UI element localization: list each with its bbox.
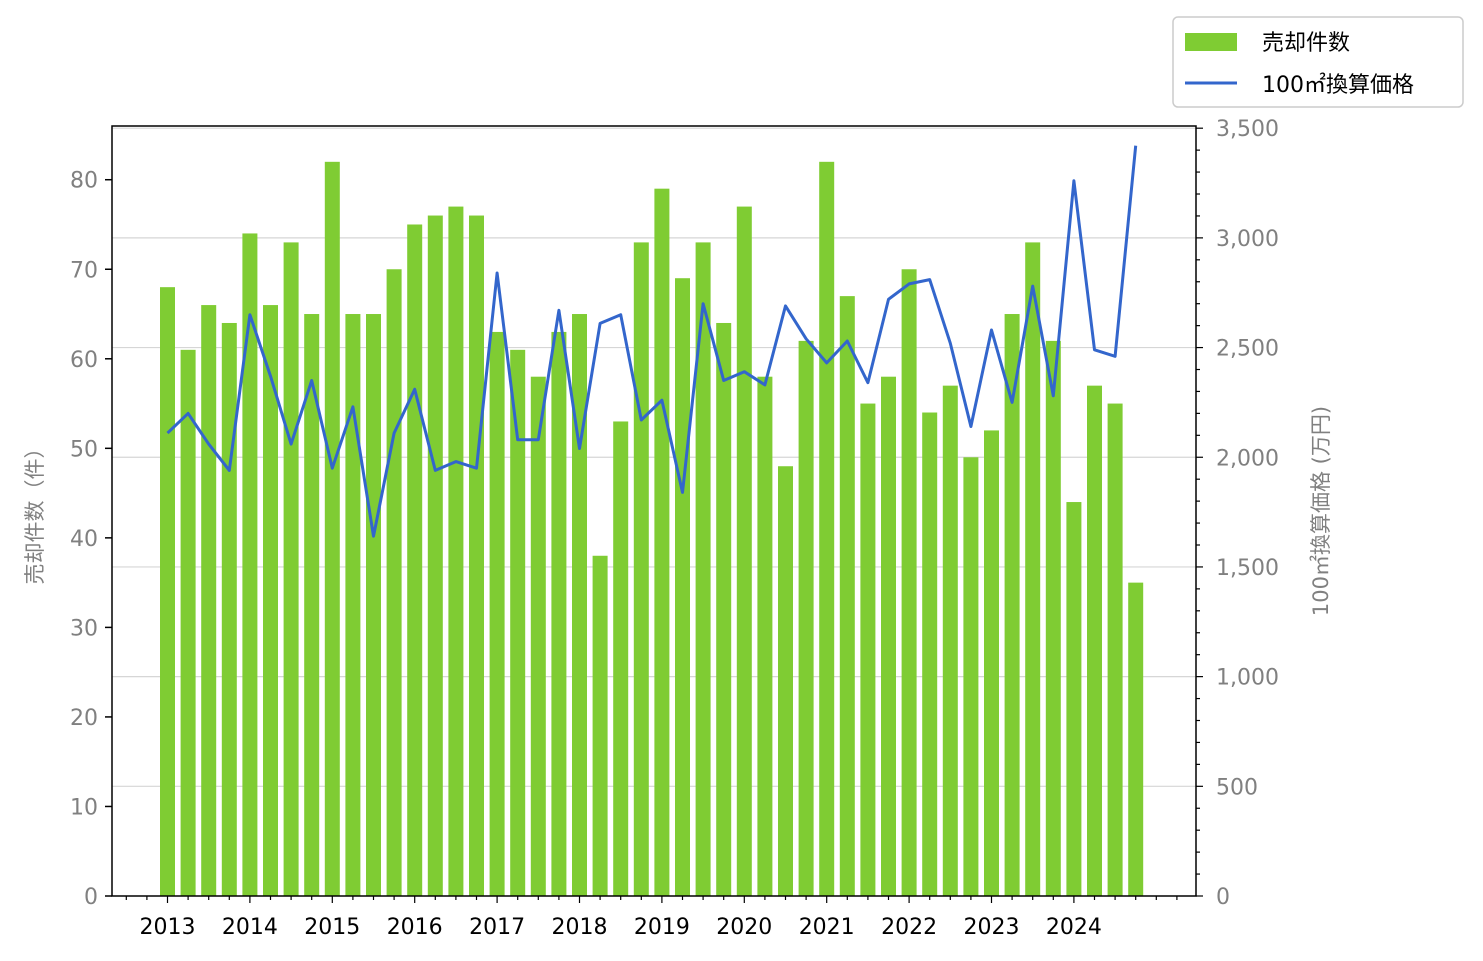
bar-18 — [530, 376, 546, 897]
bar-7 — [304, 314, 320, 896]
left-tick-label-2: 20 — [70, 706, 98, 731]
right-tick-label-0: 0 — [1216, 885, 1230, 910]
legend: 売却件数 100㎡換算価格 — [1172, 16, 1464, 108]
bar-20 — [572, 314, 587, 896]
bar-8 — [324, 161, 340, 896]
bar-32 — [819, 161, 835, 896]
bar-29 — [757, 376, 773, 897]
x-tick-label-9: 2022 — [881, 915, 937, 940]
bar-31 — [798, 340, 814, 896]
bar-44 — [1066, 502, 1082, 896]
bar-16 — [489, 331, 505, 896]
left-tick-label-6: 60 — [70, 348, 98, 373]
right-axis-title: 100㎡換算価格 (万円) — [1309, 406, 1333, 616]
x-tick-label-4: 2017 — [469, 915, 525, 940]
bar-40 — [984, 430, 999, 896]
legend-label-bar: 売却件数 — [1262, 31, 1350, 56]
bar-26 — [695, 242, 711, 896]
bar-39 — [963, 457, 979, 896]
bar-46 — [1107, 403, 1123, 896]
right-tick-label-7: 3,500 — [1216, 117, 1279, 142]
price-line — [166, 145, 1138, 538]
bar-0 — [160, 287, 175, 896]
left-axis-title: 売却件数（件） — [23, 438, 47, 585]
bar-5 — [263, 305, 278, 896]
legend-frame — [1172, 16, 1464, 108]
bar-47 — [1128, 582, 1144, 896]
bar-38 — [942, 385, 958, 896]
bar-22 — [613, 421, 629, 896]
bar-27 — [716, 322, 732, 896]
line-series — [166, 145, 1138, 538]
x-tick-label-2: 2015 — [304, 915, 360, 940]
left-tick-label-0: 0 — [84, 885, 98, 910]
plot-frame — [111, 125, 1197, 897]
bar-30 — [778, 466, 793, 896]
bar-43 — [1045, 340, 1061, 896]
bar-6 — [283, 242, 299, 896]
bar-17 — [510, 349, 526, 896]
bar-9 — [345, 314, 361, 896]
bar-35 — [881, 376, 896, 897]
bar-14 — [448, 206, 464, 896]
x-tick-label-10: 2023 — [964, 915, 1020, 940]
left-tick-label-5: 50 — [70, 437, 98, 462]
bar-4 — [242, 233, 258, 896]
left-tick-label-8: 80 — [70, 169, 98, 194]
bar-33 — [839, 296, 855, 896]
legend-swatch-bar — [1185, 33, 1237, 51]
bar-13 — [427, 215, 443, 896]
left-axis: 0 10 20 30 40 50 60 70 80 — [70, 169, 112, 910]
right-tick-label-2: 1,000 — [1216, 666, 1279, 691]
bar-24 — [654, 188, 670, 896]
bar-3 — [221, 322, 237, 896]
bar-41 — [1004, 314, 1020, 896]
right-tick-label-5: 2,500 — [1216, 337, 1279, 362]
left-tick-label-7: 70 — [70, 258, 98, 283]
right-tick-label-4: 2,000 — [1216, 446, 1279, 471]
bar-15 — [469, 215, 484, 896]
left-tick-label-3: 30 — [70, 616, 98, 641]
left-tick-label-4: 40 — [70, 527, 98, 552]
bar-21 — [592, 555, 608, 896]
right-tick-label-3: 1,500 — [1216, 556, 1279, 581]
bar-25 — [675, 278, 690, 896]
x-tick-label-8: 2021 — [799, 915, 855, 940]
left-tick-label-1: 10 — [70, 795, 98, 820]
x-tick-label-0: 2013 — [140, 915, 196, 940]
right-tick-label-6: 3,000 — [1216, 227, 1279, 252]
legend-label-line: 100㎡換算価格 — [1262, 72, 1414, 98]
bar-2 — [201, 305, 217, 896]
x-axis: 2013 2014 2015 2016 2017 2018 2019 2020 2021 2022… — [125, 896, 1178, 940]
right-tick-label-1: 500 — [1216, 775, 1258, 800]
x-tick-label-1: 2014 — [222, 915, 278, 940]
bar-11 — [386, 269, 402, 896]
bar-1 — [180, 349, 196, 896]
bar-34 — [860, 403, 876, 896]
bar-37 — [922, 412, 938, 896]
x-tick-label-11: 2024 — [1046, 915, 1102, 940]
bar-36 — [901, 269, 917, 896]
bar-12 — [407, 224, 423, 896]
x-tick-label-5: 2018 — [552, 915, 608, 940]
bar-42 — [1025, 242, 1041, 896]
right-axis: 0 500 1,000 1,500 2,000 2,500 3,000 3,500 — [1196, 117, 1279, 910]
x-tick-label-6: 2019 — [634, 915, 690, 940]
bar-23 — [633, 242, 649, 896]
bar-10 — [366, 314, 381, 896]
bar-19 — [551, 331, 567, 896]
bar-45 — [1087, 385, 1102, 896]
x-tick-label-7: 2020 — [716, 915, 772, 940]
x-tick-label-3: 2016 — [387, 915, 443, 940]
bar-28 — [736, 206, 752, 896]
